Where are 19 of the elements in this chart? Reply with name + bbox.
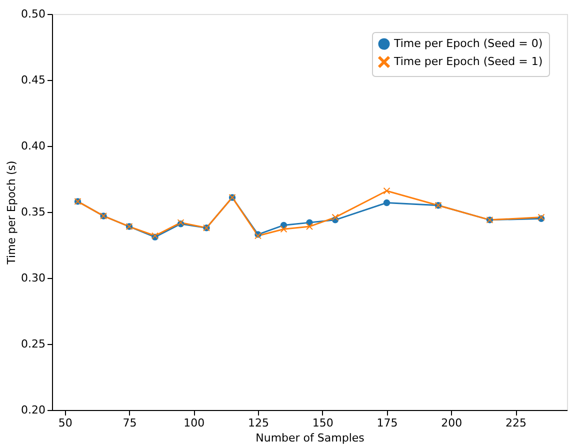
x-tick-label: 150 [312, 416, 334, 430]
x-tick-label: 125 [248, 416, 269, 430]
x-tick-label: 175 [376, 416, 398, 430]
x-axis-title: Number of Samples [256, 432, 365, 444]
y-tick-label: 0.45 [21, 74, 46, 86]
x-tick-label: 100 [184, 416, 205, 430]
x-tick-label: 225 [506, 416, 526, 430]
x-tick-label: 200 [441, 416, 462, 430]
y-tick-label: 0.30 [21, 272, 46, 284]
y-tick-label: 0.25 [21, 338, 46, 350]
y-tick-label: 0.40 [21, 140, 46, 152]
legend-label: Time per Epoch (Seed = 0) [393, 37, 543, 50]
y-tick-label: 0.20 [21, 404, 46, 416]
y-axis-title: Time per Epoch (s) [5, 160, 18, 266]
legend-label: Time per Epoch (Seed = 1) [393, 55, 543, 68]
y-tick-label: 0.50 [21, 8, 46, 20]
x-tick-label: 75 [122, 416, 137, 430]
y-tick-label: 0.35 [21, 206, 46, 218]
x-tick-label: 50 [58, 416, 72, 430]
